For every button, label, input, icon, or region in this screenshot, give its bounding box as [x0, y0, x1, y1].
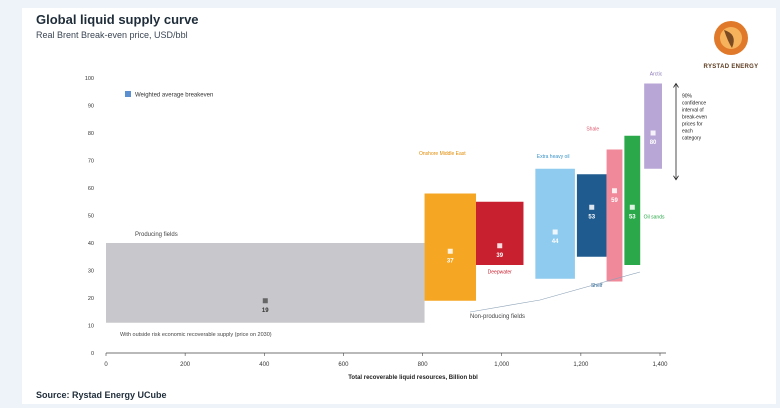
x-tick-label: 1,200 [573, 362, 589, 368]
non-producing-label: Non-producing fields [470, 314, 525, 320]
average-marker [552, 229, 558, 235]
bar-category-label: Arctic [650, 71, 663, 77]
average-value-label: 59 [611, 198, 618, 204]
chart-panel [22, 8, 776, 404]
logo-text: RYSTAD ENERGY [703, 64, 759, 70]
y-tick-label: 40 [88, 241, 94, 247]
producing-fields-label: Producing fields [135, 232, 178, 238]
bottom-note-label: With outside risk economic recoverable s… [120, 332, 272, 338]
y-tick-label: 90 [88, 104, 94, 110]
confidence-arrow-head-top [673, 82, 679, 88]
average-value-label: 44 [552, 239, 559, 245]
average-marker [650, 130, 656, 136]
supply-bar [424, 193, 476, 301]
supply-bar [106, 243, 425, 323]
supply-bar [606, 149, 623, 282]
confidence-note-line: 90% [682, 93, 693, 99]
y-tick-label: 30 [88, 269, 94, 275]
average-marker [447, 248, 453, 254]
supply-bar [624, 135, 641, 265]
confidence-arrow-head-bottom [673, 175, 679, 181]
bar-category-label: Deepwater [488, 269, 513, 275]
x-tick-label: 1,000 [494, 362, 510, 368]
average-marker [611, 188, 617, 194]
source-note: Source: Rystad Energy UCube [36, 390, 167, 400]
y-tick-label: 20 [88, 296, 94, 302]
average-marker [497, 243, 503, 249]
x-tick-label: 400 [259, 362, 270, 368]
average-value-label: 19 [262, 308, 269, 314]
y-tick-label: 0 [91, 351, 94, 357]
bar-category-label: Onshore Middle East [419, 151, 466, 157]
x-tick-label: 600 [338, 362, 349, 368]
confidence-note-line: interval of [682, 107, 704, 113]
confidence-note-line: confidence [682, 100, 706, 106]
average-value-label: 39 [496, 253, 503, 259]
chart-title: Global liquid supply curve [36, 12, 199, 27]
x-axis-title: Total recoverable liquid resources, Bill… [348, 375, 478, 381]
bar-category-label: Shelf [591, 283, 603, 289]
y-tick-label: 70 [88, 159, 94, 165]
average-value-label: 53 [629, 214, 636, 220]
average-value-label: 37 [447, 258, 454, 264]
average-marker [589, 204, 595, 210]
average-marker [629, 204, 635, 210]
sun-logo-icon [714, 21, 748, 55]
x-tick-label: 0 [104, 362, 108, 368]
bar-category-label: Oil sands [644, 214, 665, 220]
rystad-logo: RYSTAD ENERGY [694, 14, 768, 80]
confidence-note-line: category [682, 135, 702, 141]
confidence-note-line: prices for [682, 121, 703, 127]
non-producing-connector [469, 271, 641, 313]
y-tick-label: 80 [88, 131, 94, 137]
y-tick-label: 10 [88, 324, 94, 330]
confidence-note-line: each [682, 128, 693, 134]
x-tick-label: 1,400 [652, 362, 668, 368]
x-tick-label: 800 [418, 362, 429, 368]
bar-category-label: Shale [586, 126, 599, 132]
supply-bar [644, 83, 662, 169]
chart-subtitle: Real Brent Break-even price, USD/bbl [36, 30, 188, 40]
supply-bar [535, 168, 575, 279]
average-value-label: 53 [588, 214, 595, 220]
average-value-label: 80 [650, 140, 657, 146]
bar-category-label: Extra heavy oil [537, 154, 570, 160]
confidence-note-line: break-even [682, 114, 707, 120]
supply-bar [475, 201, 524, 265]
y-tick-label: 100 [85, 76, 94, 82]
y-tick-label: 60 [88, 186, 94, 192]
x-tick-label: 200 [180, 362, 191, 368]
supply-bar [576, 174, 607, 257]
legend-label: Weighted average breakeven [135, 93, 213, 99]
average-marker [262, 298, 268, 304]
y-tick-label: 50 [88, 214, 94, 220]
legend-marker [125, 91, 131, 97]
